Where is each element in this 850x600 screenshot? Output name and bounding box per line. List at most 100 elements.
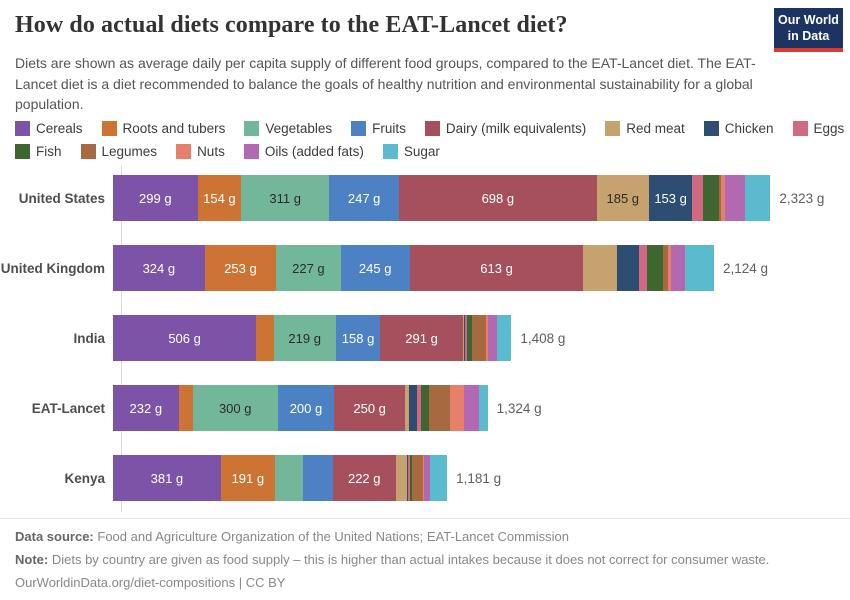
legend-item[interactable]: Red meat <box>605 121 685 136</box>
bar-segment[interactable] <box>423 455 430 501</box>
bar-segment[interactable]: 232 g <box>113 385 179 431</box>
legend-item[interactable]: Dairy (milk equivalents) <box>424 121 586 136</box>
bar-segment[interactable]: 153 g <box>648 175 693 221</box>
bar-segment[interactable]: 245 g <box>340 245 410 291</box>
legend-label: Legumes <box>101 144 158 159</box>
legend-item[interactable]: Oils (added fats) <box>243 144 364 159</box>
bar-segment[interactable]: 506 g <box>113 315 257 361</box>
bar-segment[interactable] <box>721 175 725 221</box>
segment-value-label: 245 g <box>358 260 392 276</box>
legend-item[interactable]: Legumes <box>80 144 158 159</box>
bar-segment[interactable]: 185 g <box>596 175 649 221</box>
bar-segment[interactable]: 253 g <box>204 245 277 291</box>
segment-value-label: 291 g <box>405 330 438 346</box>
bar-segment[interactable] <box>583 245 617 291</box>
bar-segment[interactable]: 158 g <box>335 315 381 361</box>
legend-item[interactable]: Fruits <box>351 121 406 136</box>
bar-segment[interactable] <box>463 315 465 361</box>
legend-item[interactable]: Chicken <box>703 121 774 136</box>
bar-segment[interactable]: 200 g <box>277 385 335 431</box>
bar-segment[interactable] <box>718 175 722 221</box>
bar-segment[interactable] <box>488 315 497 361</box>
bar-row: India 506 g 219 g 158 g 291 g 1,408 g <box>0 315 565 361</box>
bar-segment[interactable] <box>428 385 450 431</box>
bar-segment[interactable] <box>420 385 429 431</box>
legend-swatch-icon <box>351 121 367 136</box>
bar-segment[interactable] <box>178 385 193 431</box>
bar-segment[interactable] <box>405 385 409 431</box>
segment-value-label: 324 g <box>142 260 176 276</box>
segment-value-label: 200 g <box>289 400 323 416</box>
bar-segment[interactable]: 324 g <box>113 245 205 291</box>
legend-item[interactable]: Cereals <box>15 121 83 136</box>
bar-segment[interactable] <box>429 455 448 501</box>
bar-segment[interactable] <box>724 175 746 221</box>
bar-segment[interactable]: 613 g <box>409 245 584 291</box>
owid-logo[interactable]: Our World in Data <box>774 8 843 53</box>
bar-segment[interactable] <box>471 315 486 361</box>
bar-segment[interactable] <box>616 245 640 291</box>
bar-segment[interactable] <box>406 455 409 501</box>
total-label: 1,324 g <box>496 400 542 416</box>
note-text: Diets by country are given as food suppl… <box>51 552 770 567</box>
bar-segment[interactable] <box>703 175 719 221</box>
legend-label: Red meat <box>626 121 685 136</box>
bar-segment[interactable] <box>302 455 333 501</box>
bar-segment[interactable]: 291 g <box>380 315 463 361</box>
bar-segment[interactable]: 154 g <box>197 175 242 221</box>
bar-segment[interactable]: 227 g <box>276 245 341 291</box>
bar-segment[interactable] <box>417 385 421 431</box>
bar-segment[interactable] <box>409 455 413 501</box>
bar-segment[interactable] <box>274 455 303 501</box>
bar-segment[interactable] <box>485 315 489 361</box>
bar-segment[interactable] <box>745 175 771 221</box>
legend-label: Fish <box>36 144 62 159</box>
bar-segment[interactable]: 219 g <box>273 315 336 361</box>
segment-value-label: 253 g <box>224 260 257 276</box>
bar-segment[interactable] <box>667 245 671 291</box>
bar-segment[interactable]: 381 g <box>113 455 221 501</box>
bar-segment[interactable] <box>478 385 488 431</box>
owid-url-link[interactable]: OurWorldinData.org/diet-compositions <box>15 575 236 590</box>
legend-item[interactable]: Roots and tubers <box>101 121 225 136</box>
bar-segment[interactable] <box>464 385 479 431</box>
bar-segment[interactable] <box>412 455 423 501</box>
bar-segment[interactable] <box>422 455 424 501</box>
bar-segment[interactable] <box>408 385 418 431</box>
legend-item[interactable]: Nuts <box>176 144 225 159</box>
bar-segment[interactable] <box>496 315 512 361</box>
segment-value-label: 613 g <box>480 260 513 276</box>
bar-segment[interactable] <box>256 315 274 361</box>
stacked-bar: 506 g 219 g 158 g 291 g <box>113 315 512 361</box>
bar-segment[interactable] <box>670 245 685 291</box>
bar-segment[interactable] <box>467 315 472 361</box>
bar-segment[interactable]: 698 g <box>399 175 597 221</box>
bar-segment[interactable] <box>684 245 714 291</box>
bar-segment[interactable]: 300 g <box>192 385 278 431</box>
legend-swatch-icon <box>243 144 259 159</box>
bar-segment[interactable]: 299 g <box>113 175 198 221</box>
bar-segment[interactable]: 191 g <box>220 455 275 501</box>
bar-segment[interactable]: 311 g <box>241 175 330 221</box>
legend-item[interactable]: Vegetables <box>244 121 332 136</box>
bar-segment[interactable]: 247 g <box>329 175 400 221</box>
segment-value-label: 299 g <box>139 190 172 206</box>
bar-segment[interactable] <box>639 245 648 291</box>
bar-segment[interactable] <box>449 385 465 431</box>
bar-segment[interactable] <box>464 315 468 361</box>
bar-segment[interactable] <box>692 175 703 221</box>
legend-item[interactable]: Eggs <box>792 121 844 136</box>
bar-segment[interactable] <box>647 245 664 291</box>
bar-segment[interactable]: 250 g <box>334 385 406 431</box>
legend-item[interactable]: Fish <box>15 144 62 159</box>
bar-segment[interactable] <box>395 455 407 501</box>
bar-segment[interactable] <box>408 455 410 501</box>
bar-segment[interactable] <box>462 315 464 361</box>
bar-segment[interactable]: 222 g <box>332 455 396 501</box>
total-label: 2,124 g <box>723 260 769 276</box>
segment-value-label: 250 g <box>353 400 386 416</box>
bar-segment[interactable] <box>663 245 668 291</box>
legend-item[interactable]: Sugar <box>382 144 440 159</box>
total-label: 2,323 g <box>779 190 825 206</box>
